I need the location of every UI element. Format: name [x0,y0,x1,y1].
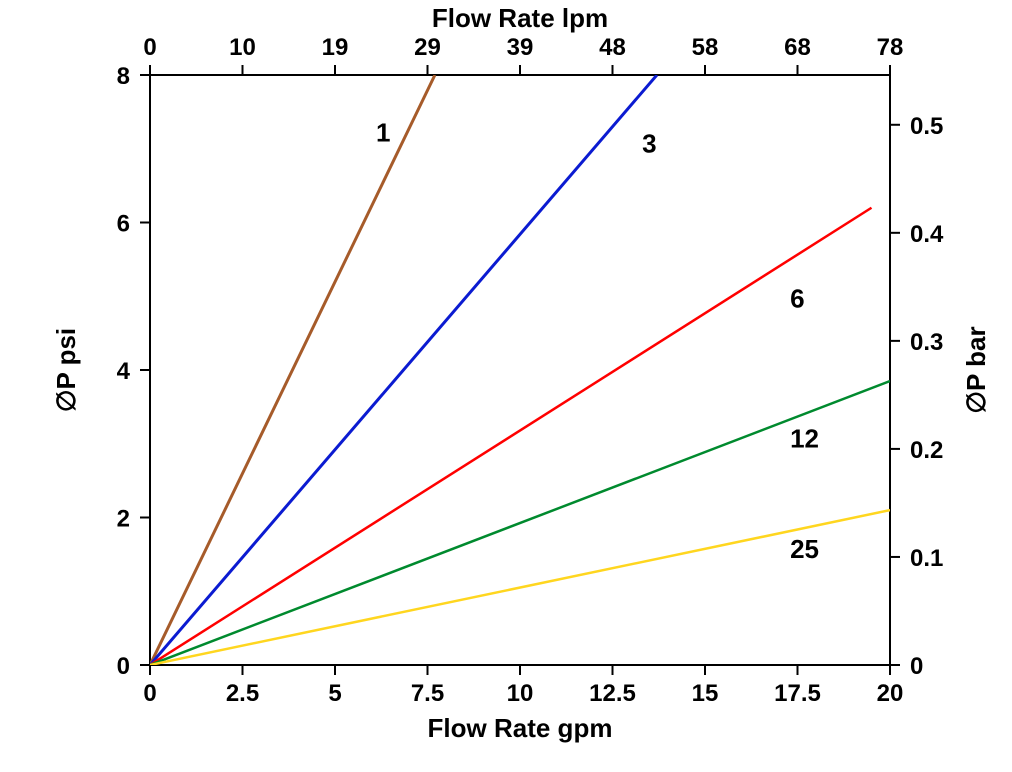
x-top-tick-label: 0 [143,34,156,61]
y-right-tick-label: 0.4 [910,221,944,248]
y-left-tick-label: 8 [117,63,130,90]
x-top-tick-label: 48 [599,34,626,61]
y-right-tick-label: 0.1 [910,545,943,572]
y-right-title: ∅P bar [961,326,991,413]
series-label-25: 25 [790,534,819,564]
pressure-flow-chart: 02.557.51012.51517.520Flow Rate gpm01019… [0,0,1012,772]
series-line-12 [150,381,890,665]
x-top-tick-label: 58 [692,34,719,61]
series-line-3 [150,75,657,665]
x-bottom-tick-label: 15 [692,680,719,707]
y-left-tick-label: 2 [117,506,130,533]
x-top-tick-label: 68 [784,34,811,61]
x-bottom-tick-label: 2.5 [226,680,259,707]
x-bottom-title: Flow Rate gpm [428,713,613,743]
y-left-tick-label: 0 [117,653,130,680]
y-left-tick-label: 4 [117,358,131,385]
x-top-title: Flow Rate lpm [432,3,608,33]
series-group [150,75,890,665]
x-bottom-tick-label: 0 [143,680,156,707]
series-line-25 [150,510,890,665]
x-bottom-tick-label: 7.5 [411,680,444,707]
x-bottom-tick-label: 20 [877,680,904,707]
x-bottom-tick-label: 10 [507,680,534,707]
series-label-6: 6 [790,283,804,313]
y-right-tick-label: 0.3 [910,329,943,356]
x-top-tick-label: 10 [229,34,256,61]
x-top-tick-label: 78 [877,34,904,61]
y-right-tick-label: 0.5 [910,113,943,140]
plot-border [150,75,890,665]
x-bottom-tick-label: 12.5 [589,680,636,707]
y-left-title: ∅P psi [51,328,81,412]
series-label-12: 12 [790,423,819,453]
x-top-tick-label: 29 [414,34,441,61]
x-top-tick-label: 39 [507,34,534,61]
y-right-tick-label: 0 [910,653,923,680]
x-bottom-tick-label: 5 [328,680,341,707]
series-line-6 [150,208,872,665]
x-top-tick-label: 19 [322,34,349,61]
y-left-tick-label: 6 [117,211,130,238]
x-bottom-tick-label: 17.5 [774,680,821,707]
series-line-1 [150,75,435,665]
y-right-tick-label: 0.2 [910,437,943,464]
series-label-1: 1 [376,117,390,147]
series-label-3: 3 [642,128,656,158]
